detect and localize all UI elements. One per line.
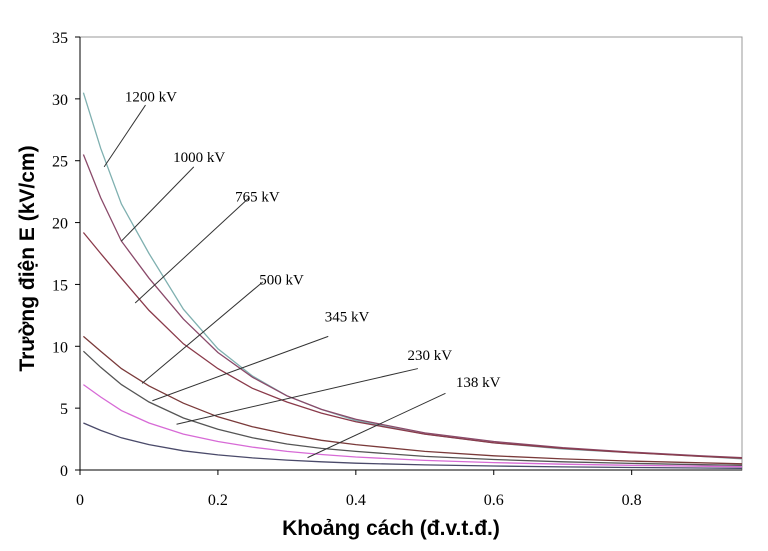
plot-frame [79,36,743,471]
series-pointer-line [134,197,250,304]
series-line-1200-kv [82,92,743,460]
series-line-500-kv [82,335,743,465]
series-pointer-line [307,392,446,459]
x-tick-label: 0.6 [484,492,504,509]
axes: 0 5 10 15 20 25 30 35 0 0.2 0.4 0.6 0.8 [52,30,742,509]
series-label: 230 kV [408,348,453,364]
series-pointer-line [121,166,195,242]
y-tick-label: 25 [52,154,68,171]
x-axis-title: Khoảng cách (đ.v.t.đ.) [282,517,500,540]
series-label: 765 kV [235,190,280,206]
series-line-765-kv [82,232,743,459]
series-line-138-kv [83,422,743,469]
series-pointer-line [103,104,146,168]
y-tick-label: 0 [60,463,68,480]
series-labels: 1200 kV 1000 kV 765 kV 500 kV 345 kV 230 kV13… [103,89,501,459]
series-pointer-line [176,368,419,425]
x-tick-label: 0 [76,492,84,509]
series-pointer-line [141,281,264,384]
series-line-345-kv [82,350,743,466]
y-tick-label: 15 [52,277,68,294]
y-tick-label: 30 [52,92,68,109]
x-tick-label: 0.8 [622,492,642,509]
series-label: 1200 kV [125,89,177,105]
plot-area [79,36,743,471]
series-label: 1000 kV [173,150,225,166]
series-line-230-kv [83,384,743,468]
x-tick-label: 0.2 [208,492,228,509]
series-pointer-line [152,335,329,402]
series-label: 345 kV [325,310,370,326]
y-tick-label: 10 [52,339,68,356]
series-label: 138 kV [456,375,501,391]
y-axis-title: Trường điện E (kV/cm) [16,145,39,371]
series-label: 500 kV [259,272,304,288]
series-layer [82,92,743,469]
y-tick-label: 20 [52,216,68,233]
y-tick-label: 5 [60,401,68,418]
x-tick-label: 0.4 [346,492,366,509]
y-tick-label: 35 [52,30,68,47]
